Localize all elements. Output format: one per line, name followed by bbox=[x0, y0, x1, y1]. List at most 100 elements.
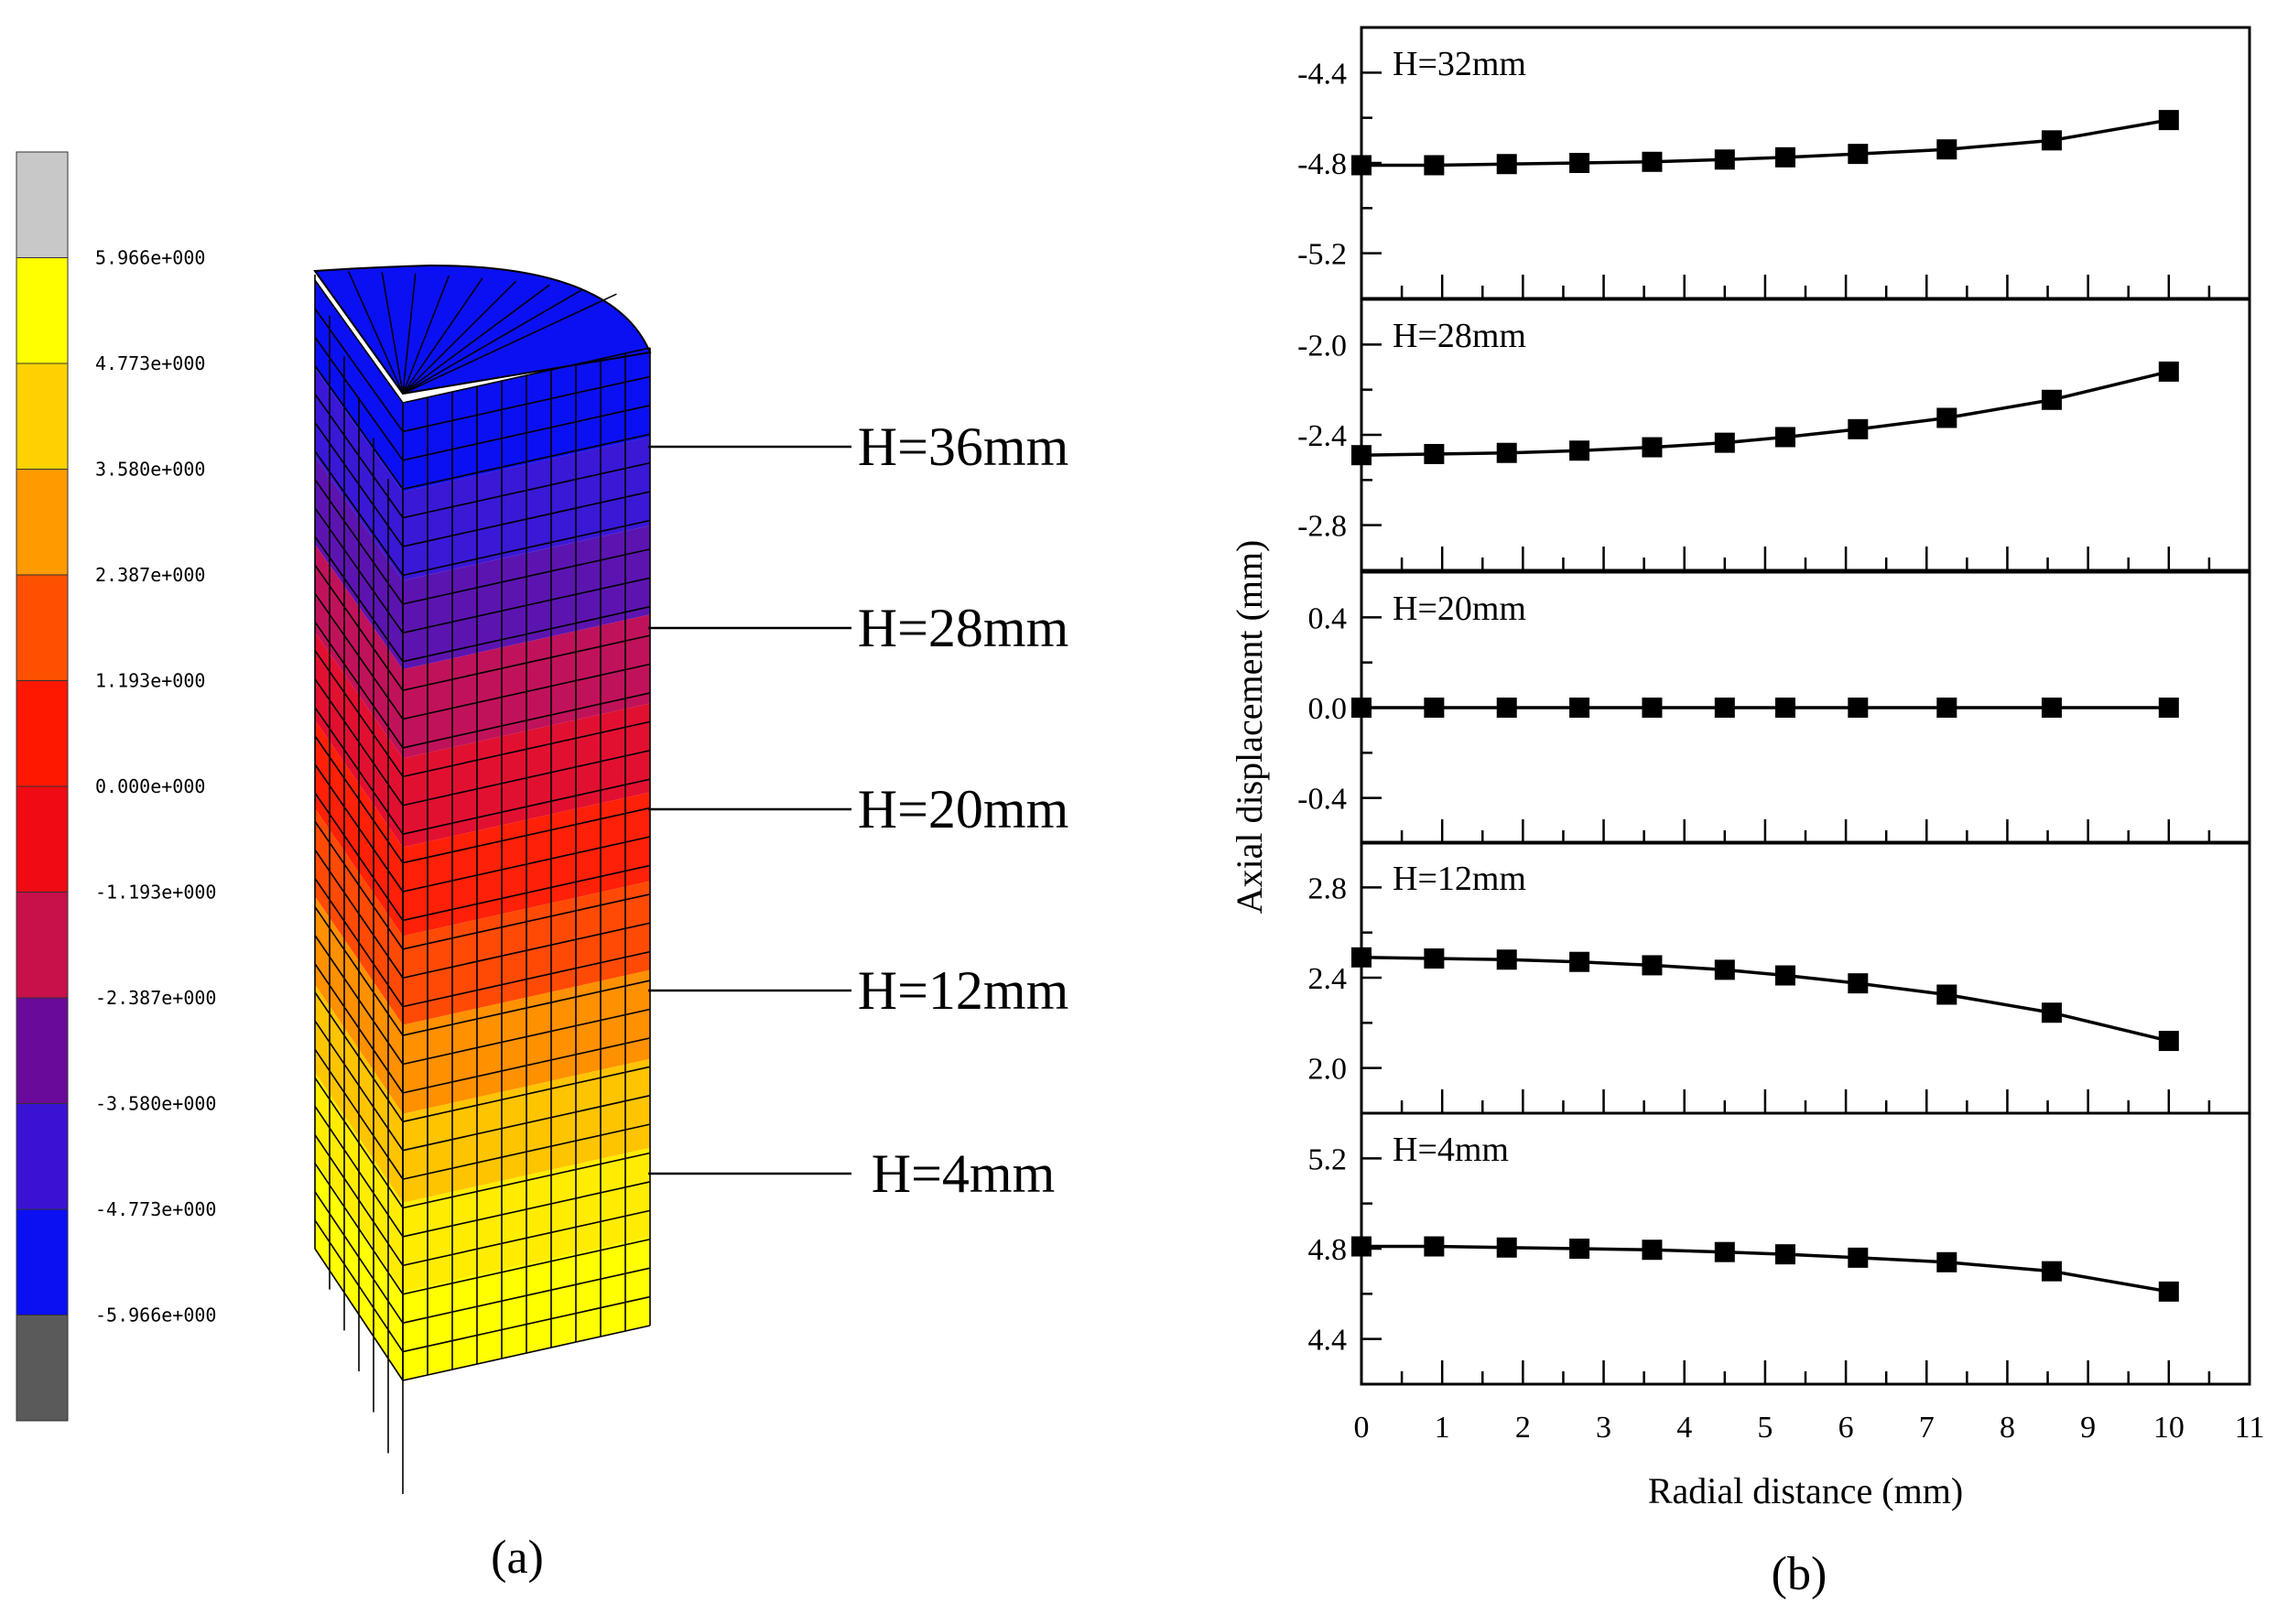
caption-b: (b) bbox=[1772, 1548, 1827, 1600]
mesh-line bbox=[347, 271, 404, 395]
x-tick-label: 2 bbox=[1515, 1411, 1531, 1445]
data-point bbox=[1424, 948, 1445, 969]
colorbar-segment bbox=[16, 257, 69, 364]
height-label: H=12mm bbox=[858, 960, 1069, 1021]
height-labels: H=36mm H=28mm H=20mm H=12mm H=4mm bbox=[648, 417, 1068, 1204]
data-point bbox=[1496, 1237, 1517, 1258]
chart-panel: -2.0 -2.4 -2.8 H=28mm bbox=[1297, 298, 2251, 572]
data-point bbox=[1351, 947, 1372, 968]
data-point bbox=[1936, 139, 1957, 160]
colorbar-label: 0.000e+000 bbox=[95, 775, 205, 797]
panel-title: H=28mm bbox=[1393, 317, 1526, 355]
data-point bbox=[1642, 698, 1663, 718]
y-tick-label: 4.4 bbox=[1308, 1324, 1348, 1358]
colorbar-label: -5.966e+000 bbox=[95, 1305, 216, 1326]
mesh-line bbox=[402, 293, 617, 395]
fem-panel: 5.966e+000 4.773e+000 3.580e+000 2.387e+000… bbox=[16, 151, 1068, 1584]
mesh-line bbox=[402, 280, 517, 395]
panel-title: H=4mm bbox=[1393, 1131, 1509, 1169]
height-label: H=20mm bbox=[858, 779, 1069, 839]
panel-title: H=12mm bbox=[1393, 860, 1526, 898]
data-point bbox=[2158, 361, 2179, 382]
data-point bbox=[1569, 698, 1590, 718]
x-axis: 0 1 2 3 4 5 6 7 8 9 10 11 bbox=[1354, 1411, 2265, 1445]
data-point bbox=[1848, 418, 1869, 439]
colorbar-label: 2.387e+000 bbox=[95, 564, 205, 586]
data-point bbox=[1714, 432, 1735, 453]
series-line bbox=[1361, 956, 2170, 1043]
colorbar-label: 3.580e+000 bbox=[95, 459, 205, 481]
data-point bbox=[1642, 151, 1663, 172]
data-point bbox=[1496, 949, 1517, 970]
mesh-line bbox=[402, 288, 584, 395]
mesh-line bbox=[402, 273, 417, 395]
y-tick-label: -2.0 bbox=[1297, 329, 1347, 363]
y-tick-label: -2.8 bbox=[1297, 510, 1347, 544]
mesh-band-left bbox=[315, 280, 403, 493]
data-point bbox=[2041, 130, 2062, 151]
colorbar-label: -4.773e+000 bbox=[95, 1198, 216, 1220]
x-tick-label: 4 bbox=[1676, 1411, 1692, 1445]
y-axis-title: Axial displacement (mm) bbox=[1229, 540, 1270, 915]
mesh-line bbox=[381, 272, 404, 395]
data-point bbox=[1848, 698, 1869, 718]
y-tick-label: 2.8 bbox=[1308, 872, 1348, 905]
mesh-top-cap bbox=[313, 264, 652, 395]
fem-cylinder-model bbox=[313, 264, 652, 1494]
panel-title: H=20mm bbox=[1393, 590, 1526, 628]
data-point bbox=[2158, 110, 2179, 131]
colorbar-segment bbox=[16, 892, 69, 999]
data-point bbox=[1642, 955, 1663, 976]
chart-panel: -4.4 -4.8 -5.2 H=32mm bbox=[1297, 26, 2251, 300]
data-point bbox=[2041, 1261, 2062, 1282]
data-point bbox=[1714, 959, 1735, 980]
data-point bbox=[1642, 437, 1663, 458]
data-point bbox=[1714, 149, 1735, 170]
y-tick-label: -4.4 bbox=[1297, 57, 1347, 91]
y-tick-label: 0.0 bbox=[1308, 692, 1348, 726]
y-tick-label: -0.4 bbox=[1297, 783, 1347, 817]
color-legend: 5.966e+000 4.773e+000 3.580e+000 2.387e+000… bbox=[16, 151, 216, 1422]
x-tick-label: 0 bbox=[1354, 1411, 1370, 1445]
colorbar-label: -3.580e+000 bbox=[95, 1093, 216, 1115]
y-tick-label: 2.0 bbox=[1308, 1053, 1348, 1087]
data-point bbox=[1848, 973, 1869, 994]
data-point bbox=[1496, 442, 1517, 463]
y-tick-label: 5.2 bbox=[1308, 1142, 1348, 1176]
data-point bbox=[1642, 1240, 1663, 1261]
data-point bbox=[1848, 1247, 1869, 1268]
colorbar-label: 5.966e+000 bbox=[95, 247, 205, 269]
chart-panel: 2.8 2.4 2.0 H=12mm bbox=[1308, 840, 2251, 1115]
colorbar-segment bbox=[16, 680, 69, 787]
chart-panels: -4.4-4.8-5.2H=32mm-2.0-2.4-2.8H=28mm0.40… bbox=[1297, 26, 2251, 1386]
data-point bbox=[1569, 153, 1590, 173]
data-point bbox=[1774, 965, 1795, 986]
x-tick-label: 8 bbox=[2000, 1411, 2015, 1445]
data-point bbox=[1351, 445, 1372, 466]
series-line bbox=[1361, 370, 2170, 457]
data-point bbox=[1936, 984, 1957, 1005]
caption-a: (a) bbox=[491, 1532, 544, 1584]
y-tick-label: -2.4 bbox=[1297, 419, 1347, 453]
x-tick-label: 1 bbox=[1435, 1411, 1450, 1445]
data-point bbox=[1424, 1236, 1445, 1257]
x-tick-label: 7 bbox=[1919, 1411, 1935, 1445]
y-tick-label: -4.8 bbox=[1297, 147, 1347, 181]
x-tick-label: 5 bbox=[1757, 1411, 1773, 1445]
mesh-line bbox=[402, 275, 450, 395]
x-tick-label: 10 bbox=[2153, 1411, 2185, 1445]
y-tick-label: 2.4 bbox=[1308, 962, 1348, 996]
x-axis-title: Radial distance (mm) bbox=[1648, 1470, 1963, 1511]
data-point bbox=[1351, 1236, 1372, 1257]
data-point bbox=[1496, 698, 1517, 718]
y-tick-label: -5.2 bbox=[1297, 238, 1347, 272]
data-point bbox=[1424, 155, 1445, 176]
height-label: H=36mm bbox=[858, 417, 1069, 477]
colorbar-segment bbox=[16, 1103, 69, 1210]
data-point bbox=[2041, 389, 2062, 410]
data-point bbox=[1569, 440, 1590, 461]
data-point bbox=[1424, 443, 1445, 464]
data-point bbox=[2158, 1281, 2179, 1302]
data-point bbox=[1569, 951, 1590, 972]
colorbar-segment bbox=[16, 1315, 69, 1422]
